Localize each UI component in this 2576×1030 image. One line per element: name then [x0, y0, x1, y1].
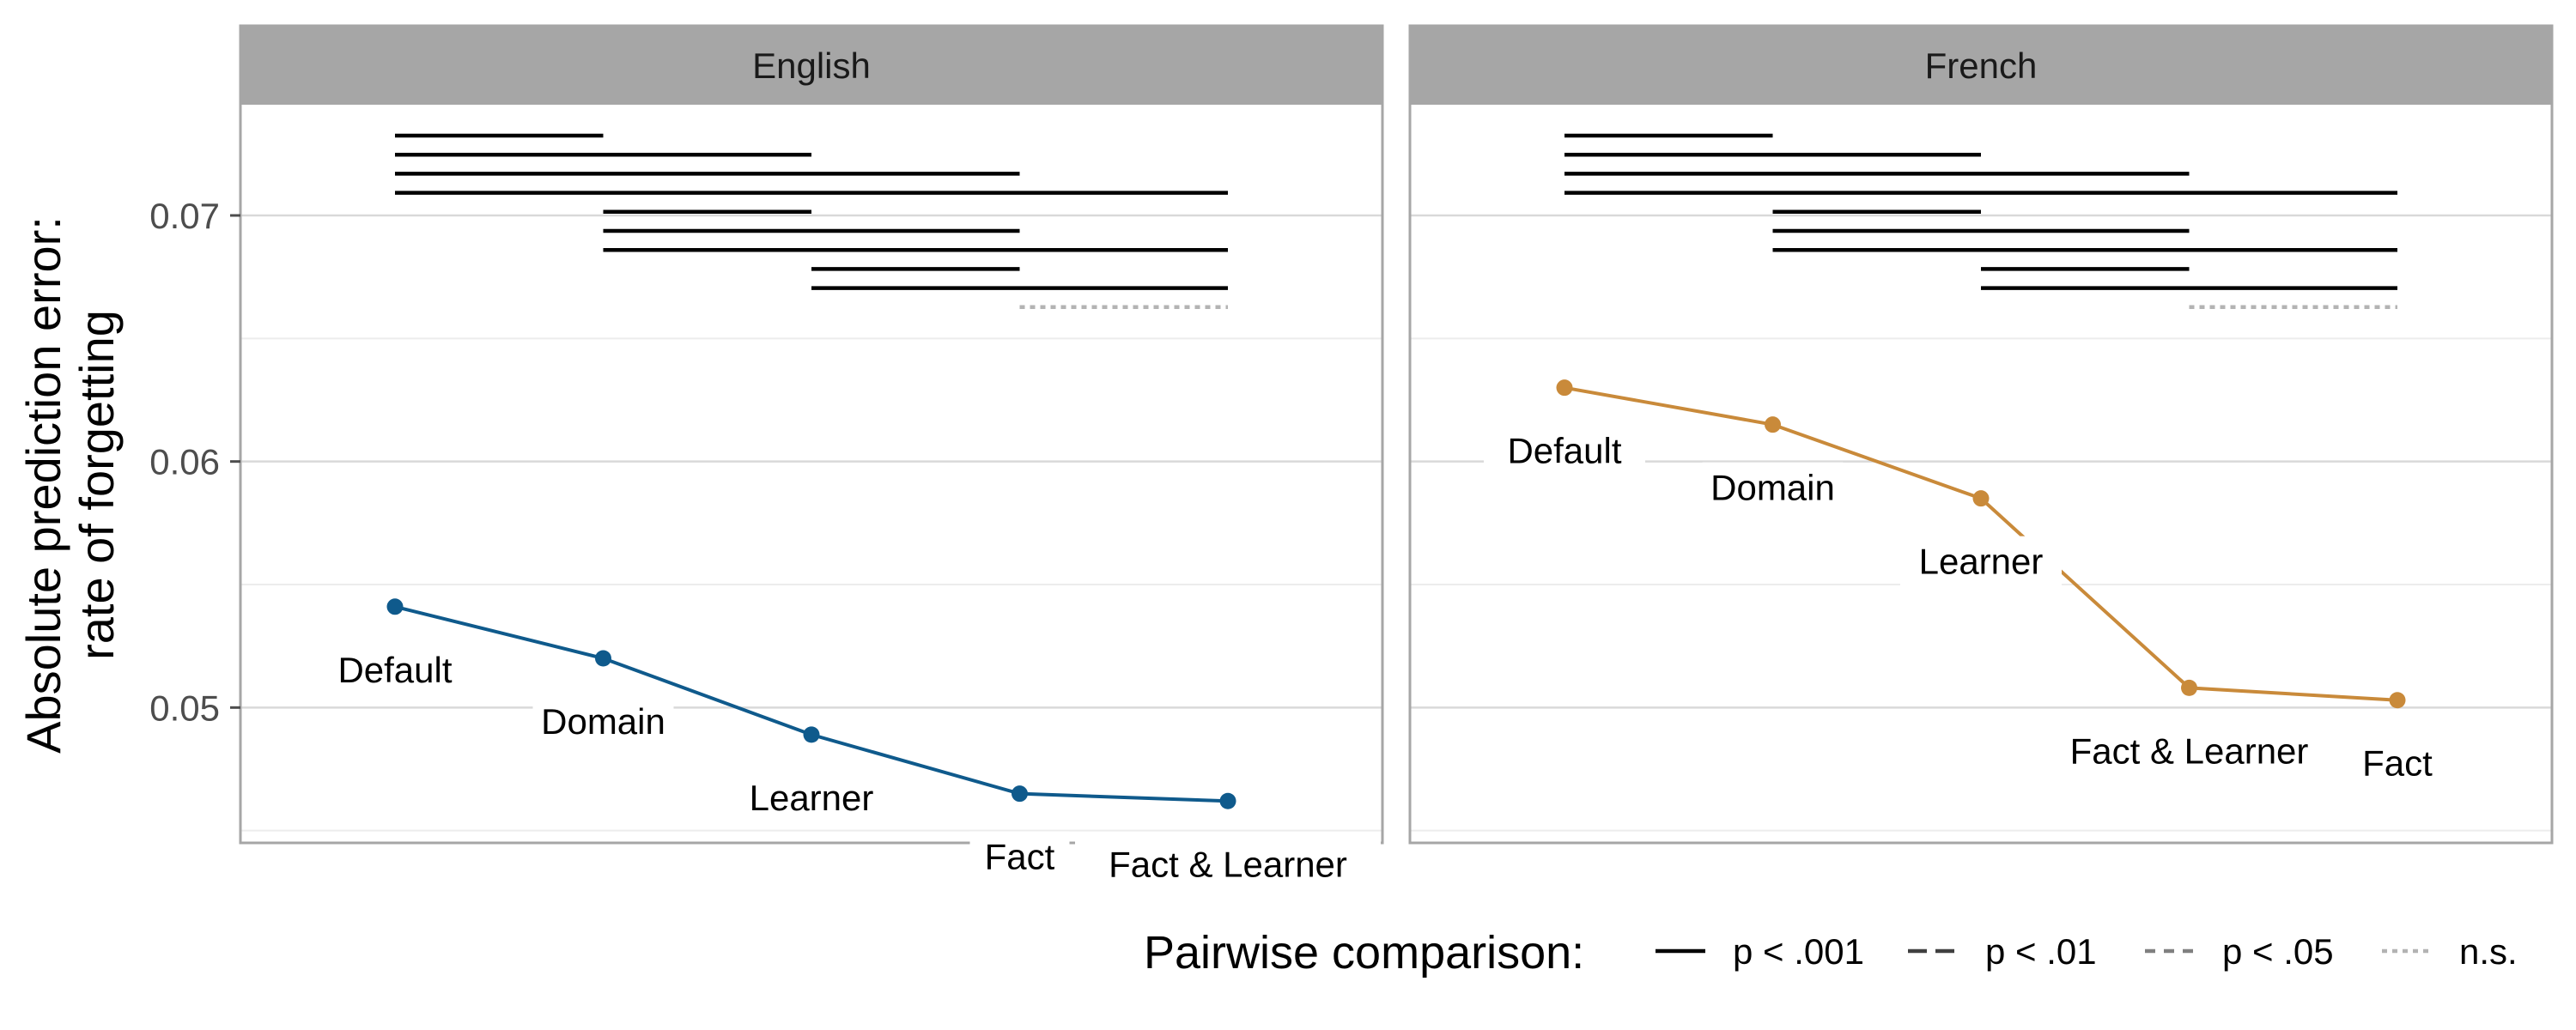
data-point — [2181, 679, 2197, 696]
point-label-bg — [1075, 839, 1381, 891]
point-label: Learner — [1919, 542, 2044, 582]
data-point — [1012, 785, 1028, 803]
point-label: Fact & Learner — [1109, 844, 1347, 884]
point-label-bg — [1900, 536, 2062, 588]
y-axis-title-line2: rate of forgetting — [70, 310, 124, 660]
point-label: Learner — [750, 778, 874, 818]
legend-title: Pairwise comparison: — [1144, 927, 1584, 978]
series-line — [394, 604, 1229, 803]
y-tick-label: 0.05 — [149, 688, 220, 728]
data-point — [2389, 692, 2406, 709]
point-label-bg — [731, 772, 892, 824]
point-label-bg — [1702, 462, 1844, 514]
point-label: Fact — [2362, 743, 2433, 784]
y-axis-title: Absolute prediction error: rate of forge… — [16, 216, 124, 754]
legend-entry-label: p < .05 — [2222, 931, 2334, 972]
facet-strip-label: English — [752, 45, 871, 86]
y-tick-label: 0.07 — [149, 196, 220, 236]
legend: Pairwise comparison: p < .001 p < .01 p < .… — [1144, 927, 2518, 978]
legend-entry-label: p < .01 — [1985, 931, 2097, 972]
facet-strip-label: French — [1925, 45, 2038, 86]
legend-entry-label: p < .001 — [1733, 931, 1864, 972]
point-label: Domain — [1710, 468, 1835, 508]
point-label: Default — [1507, 431, 1621, 471]
facet-strip — [1410, 26, 2552, 105]
facet-strip — [240, 26, 1382, 105]
legend-entry-label: n.s. — [2459, 931, 2518, 972]
data-point — [1972, 490, 1990, 507]
point-label: Fact — [985, 837, 1055, 877]
data-point — [595, 650, 611, 667]
panel-border — [239, 24, 1384, 845]
point-label-bg — [2036, 725, 2342, 778]
panels-layer: English Default Domain Learner Fact Fact & Le… — [149, 24, 2554, 891]
panel-english: English Default Domain Learner Fact Fact & Le… — [239, 24, 1384, 891]
point-label-bg — [1484, 425, 1645, 477]
y-axis-title-line1: Absolute prediction error: — [16, 216, 70, 754]
point-label-bg — [314, 644, 476, 696]
point-label-bg — [969, 831, 1070, 883]
y-tick-label: 0.06 — [149, 442, 220, 482]
data-point — [1765, 416, 1781, 433]
point-label-bg — [532, 696, 674, 748]
data-point — [386, 598, 404, 615]
point-label: Domain — [541, 701, 665, 742]
data-point — [1219, 792, 1236, 809]
panel-french: French Default Domain Learner Fact & Learner… — [1408, 24, 2554, 845]
point-label: Default — [337, 650, 452, 690]
data-point — [803, 726, 820, 743]
point-label-bg — [2348, 737, 2447, 790]
point-label: Fact & Learner — [2070, 730, 2309, 771]
data-point — [1556, 379, 1573, 397]
